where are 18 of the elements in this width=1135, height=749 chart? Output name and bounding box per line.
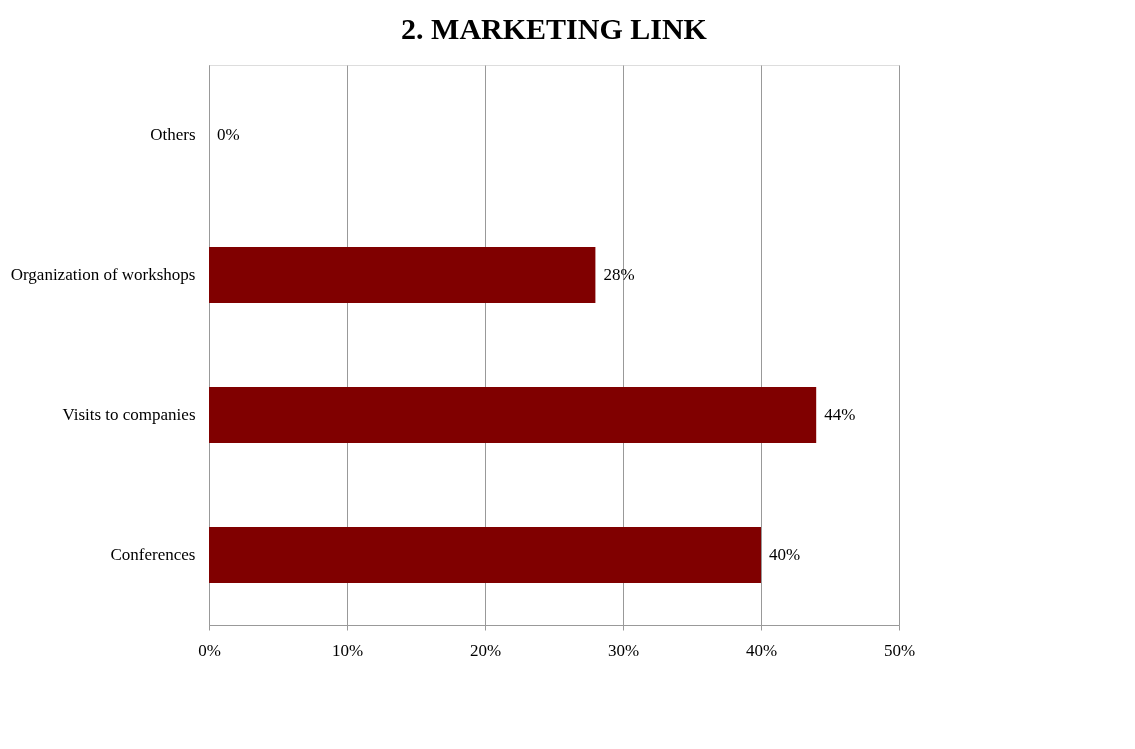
y-tick-label: Organization of workshops <box>10 265 196 284</box>
x-tick-label: 0% <box>198 640 221 660</box>
x-tick-label: 10% <box>331 640 364 660</box>
data-label: 0% <box>217 125 240 144</box>
data-label: 40% <box>769 545 801 564</box>
y-tick-label: Visits to companies <box>62 405 196 424</box>
x-tick-label: 50% <box>883 640 916 660</box>
bar <box>209 527 761 583</box>
y-tick-label: Conferences <box>110 545 196 564</box>
data-label: 28% <box>603 265 635 284</box>
x-tick-label: 30% <box>607 640 640 660</box>
chart-title: 2. MARKETING LINK <box>401 12 708 45</box>
data-label: 44% <box>824 405 856 424</box>
bar <box>209 247 596 303</box>
y-tick-label: Others <box>150 125 196 144</box>
bar <box>209 387 817 443</box>
x-tick-label: 20% <box>469 640 502 660</box>
x-tick-label: 40% <box>745 640 778 660</box>
